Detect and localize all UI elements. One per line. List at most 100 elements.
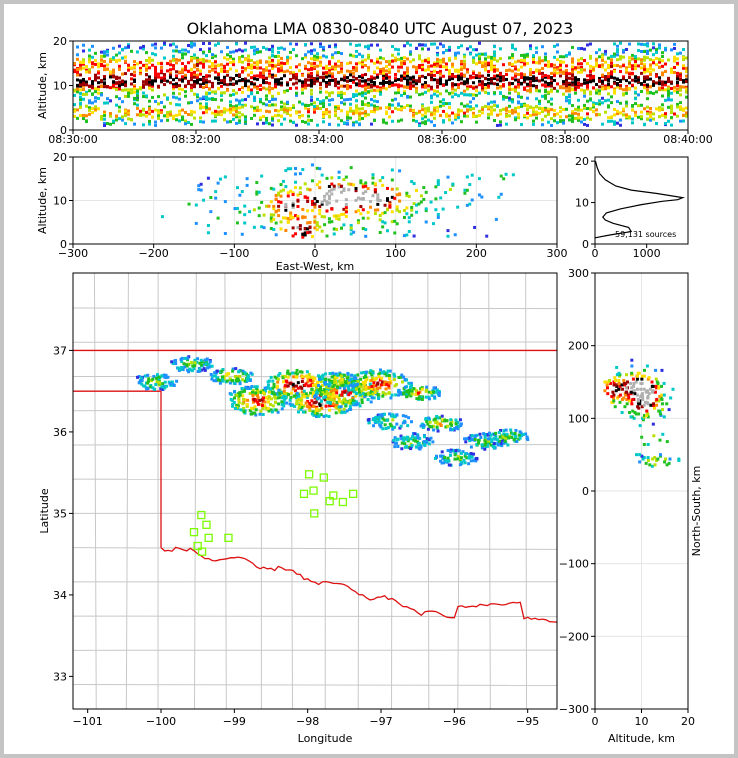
time-altitude-cell [658,65,661,69]
time-altitude-cell [505,122,508,126]
map-density-cell [229,392,233,396]
time-altitude-cell [193,85,196,89]
time-altitude-cell [163,41,166,45]
time-altitude-cell [73,109,76,113]
time-altitude-cell [358,123,361,127]
map-density-cell [238,380,242,384]
map-density-cell [456,457,460,461]
time-altitude-cell [574,66,577,70]
time-altitude-cell [337,59,340,63]
time-altitude-cell [433,116,436,120]
time-altitude-cell [658,79,661,83]
map-density-cell [322,388,326,392]
time-altitude-cell [370,85,373,89]
time-altitude-cell [607,66,610,70]
east-west-cell [465,175,469,179]
time-altitude-cell [478,60,481,64]
time-altitude-cell [274,64,277,68]
east-west-cell [434,208,438,212]
time-altitude-cell [586,82,589,86]
time-altitude-cell [517,73,520,77]
map-density-cell [453,457,457,461]
time-altitude-cell [277,69,280,73]
map-density-cell [251,394,255,398]
time-altitude-cell [514,116,517,120]
time-altitude-cell [187,82,190,86]
time-altitude-cell [589,107,592,111]
time-altitude-cell [367,82,370,86]
time-altitude-cell [487,105,490,109]
map-density-cell [420,398,424,402]
map-density-cell [305,370,309,374]
time-altitude-cell [130,91,133,95]
time-altitude-cell [280,46,283,50]
east-west-cell [289,167,293,171]
map-density-cell [407,391,411,395]
time-altitude-cell [280,83,283,87]
time-altitude-cell [175,85,178,89]
time-altitude-cell [484,104,487,108]
time-altitude-cell [652,91,655,95]
time-altitude-cell [181,78,184,82]
time-altitude-cell [133,79,136,83]
time-altitude-cell [571,114,574,118]
time-altitude-cell [127,109,130,113]
time-altitude-cell [496,113,499,117]
time-altitude-cell [199,85,202,89]
histogram-ytick-label: 0 [582,238,589,251]
time-altitude-cell [229,50,232,54]
time-altitude-cell [313,110,316,114]
time-altitude-cell [391,110,394,114]
time-altitude-cell [175,49,178,53]
map-density-cell [324,414,328,418]
map-density-cell [312,395,316,399]
time-altitude-cell [133,84,136,88]
map-density-cell [297,406,301,410]
time-altitude-cell [313,76,316,80]
east-west-cell [308,220,312,224]
time-altitude-cell [514,106,517,110]
time-altitude-cell [472,48,475,52]
map-density-cell [442,461,446,465]
time-altitude-cell [358,112,361,116]
time-altitude-cell [634,102,637,106]
time-altitude-cell [331,91,334,95]
time-altitude-ytick-label: 10 [53,80,67,93]
time-altitude-cell [184,110,187,114]
time-altitude-cell [373,108,376,112]
east-west-cell [187,202,191,206]
time-altitude-cell [550,102,553,106]
time-altitude-cell [250,105,253,109]
east-west-cell [395,187,399,191]
time-altitude-cell [421,108,424,112]
time-altitude-cell [484,60,487,64]
time-altitude-cell [454,88,457,92]
time-altitude-cell [646,44,649,48]
map-density-cell [238,374,242,378]
map-density-cell [341,390,345,394]
time-altitude-cell [82,113,85,117]
time-altitude-cell [475,48,478,52]
map-density-cell [250,385,254,389]
time-altitude-cell [139,112,142,116]
time-altitude-cell [406,66,409,70]
time-altitude-cell [640,117,643,121]
map-density-cell [311,410,315,414]
time-altitude-cell [409,43,412,47]
time-altitude-cell [400,61,403,65]
time-altitude-cell [565,69,568,73]
time-altitude-cell [226,53,229,57]
time-altitude-cell [424,109,427,113]
east-west-cell [381,211,385,215]
time-altitude-cell [205,97,208,101]
east-west-cell [233,207,237,211]
time-altitude-cell [427,109,430,113]
time-altitude-cell [670,107,673,111]
time-altitude-cell [610,60,613,64]
time-altitude-cell [565,96,568,100]
time-altitude-cell [157,102,160,106]
map-density-cell [474,456,478,460]
time-altitude-cell [469,85,472,89]
time-altitude-cell [352,79,355,83]
time-altitude-cell [292,73,295,77]
